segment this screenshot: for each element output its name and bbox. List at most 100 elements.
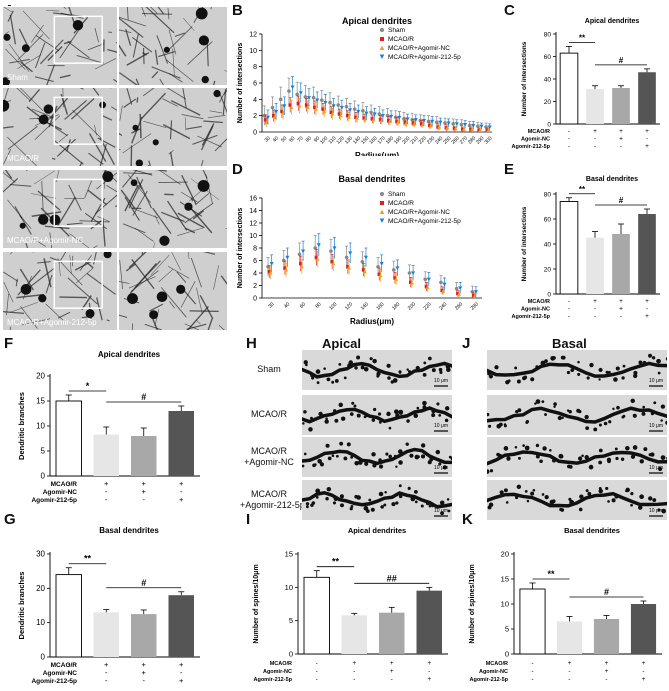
- dendrite-stroke: [143, 120, 167, 128]
- dendrite-stroke: [169, 301, 175, 309]
- spine: [386, 411, 391, 417]
- soma: [184, 202, 193, 211]
- group-sign: -: [353, 668, 355, 675]
- dendrite-stroke: [157, 7, 164, 15]
- dendrite-stroke: [9, 301, 39, 313]
- spine: [371, 418, 376, 422]
- dendrite-stroke: [142, 88, 155, 97]
- spine: [383, 503, 387, 507]
- dendrite-shaft: [487, 491, 667, 508]
- y-tick-label: 40: [544, 242, 552, 249]
- spine: [310, 416, 313, 420]
- soma: [3, 99, 10, 112]
- legend-label: Sham: [388, 27, 405, 34]
- data-point: [454, 286, 459, 291]
- soma: [195, 7, 208, 20]
- panel-letter-j: J: [462, 335, 471, 352]
- data-point: [393, 276, 397, 280]
- dendrite-stroke: [67, 40, 90, 59]
- data-point: [377, 272, 381, 276]
- spine: [570, 368, 575, 373]
- dendrite-stroke: [49, 232, 53, 248]
- spine: [368, 498, 372, 502]
- dendrite-stroke: [25, 170, 28, 171]
- significance-label: #: [604, 587, 609, 597]
- spine: [395, 465, 398, 468]
- dendrite-stroke: [166, 200, 188, 231]
- data-point: [305, 105, 310, 110]
- dendrite-stroke: [87, 189, 108, 206]
- legend-marker: [380, 201, 384, 205]
- significance-label: **: [547, 569, 555, 579]
- group-sign: -: [180, 668, 183, 677]
- x-tick-label: 220: [418, 135, 428, 145]
- spine: [608, 420, 612, 424]
- spine: [365, 509, 370, 513]
- y-tick-label: 15: [501, 575, 509, 584]
- group-sign: +: [104, 479, 109, 488]
- bar: [630, 604, 657, 654]
- neuron-texture: [3, 252, 116, 330]
- spine: [535, 365, 539, 369]
- dendrite-stroke: [213, 80, 216, 85]
- spine: [530, 491, 535, 496]
- spine: [612, 407, 615, 411]
- spine: [643, 447, 648, 452]
- spine: [625, 489, 628, 493]
- spine: [325, 443, 330, 448]
- data-point: [306, 96, 311, 100]
- data-point: [378, 273, 383, 278]
- dendrite-stroke: [177, 212, 205, 229]
- spine: [584, 455, 589, 460]
- dendrite-stroke: [3, 281, 14, 303]
- spine: [535, 399, 541, 404]
- data-point: [452, 127, 457, 131]
- spine: [553, 402, 557, 406]
- spine: [350, 505, 354, 508]
- spine: [312, 463, 316, 468]
- dendrite-stroke: [34, 76, 54, 83]
- dendrite-stroke: [158, 269, 174, 283]
- spine: [384, 491, 387, 494]
- data-point: [338, 113, 343, 118]
- group-sign: +: [142, 660, 147, 669]
- group-sign: +: [179, 495, 184, 504]
- dendrite-stroke: [186, 305, 209, 330]
- dendrite-stroke: [44, 120, 68, 137]
- dendrite-stroke: [167, 26, 193, 51]
- dendrite-shaft: [302, 447, 452, 466]
- spine: [439, 370, 443, 375]
- y-tick-label: 80: [544, 192, 552, 199]
- group-sign: -: [605, 676, 607, 683]
- scale-bar-label: 10 μm: [649, 465, 663, 471]
- data-point: [298, 91, 303, 95]
- spine: [364, 461, 369, 466]
- spine: [369, 357, 373, 361]
- micrograph-group-label: Sham: [7, 73, 28, 82]
- spine: [351, 401, 355, 405]
- dendrite-stroke: [132, 37, 153, 53]
- spine: [417, 455, 420, 459]
- dendrite-stroke: [207, 114, 226, 119]
- data-point: [297, 103, 302, 108]
- y-axis-label: Number of spines/10μm: [253, 564, 260, 643]
- chart-title: Apical dendrites: [342, 16, 412, 26]
- spine: [578, 409, 582, 414]
- scale-bar-label: 10 μm: [649, 378, 663, 384]
- data-point: [451, 122, 456, 126]
- panel-letter-e: E: [504, 161, 515, 178]
- spine: [577, 372, 581, 376]
- significance-label: ##: [387, 573, 397, 583]
- dendrite-stroke: [94, 27, 99, 43]
- dendrite-trace: [302, 484, 452, 517]
- dendrite-stroke: [25, 242, 29, 248]
- legend-label: MCAO/R+Agomir-NC: [388, 45, 450, 52]
- y-tick-label: 12: [249, 221, 257, 228]
- spine: [642, 405, 646, 409]
- group-sign: -: [568, 676, 570, 683]
- dendrite-stroke: [119, 105, 123, 121]
- spine: [524, 445, 530, 451]
- data-point: [298, 261, 303, 266]
- spine: [550, 355, 556, 361]
- dendrite-stroke: [205, 174, 213, 204]
